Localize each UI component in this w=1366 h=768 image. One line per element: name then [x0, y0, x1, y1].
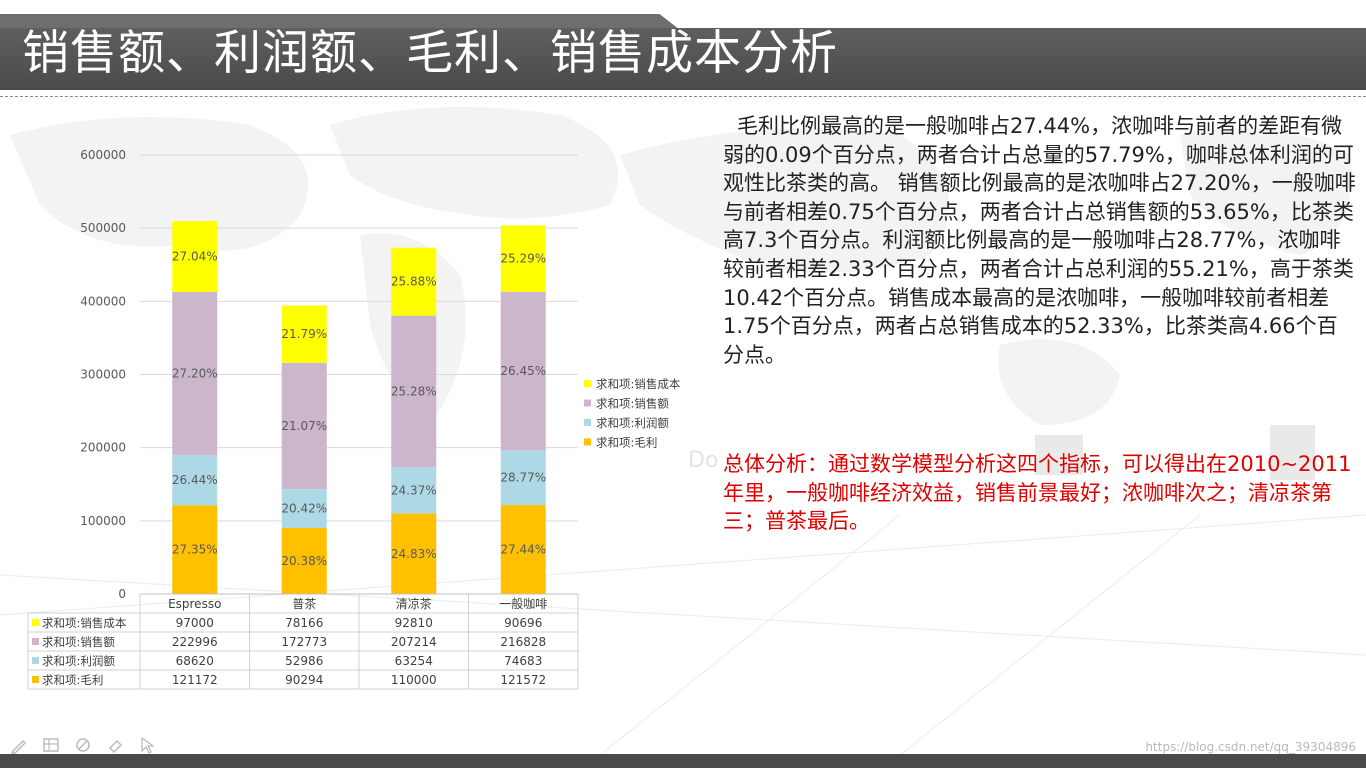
y-tick-label: 600000 — [80, 148, 126, 162]
table-cell: 172773 — [281, 635, 327, 649]
bar-segment — [500, 291, 546, 451]
y-tick-label: 500000 — [80, 221, 126, 235]
summary-paragraph: 总体分析：通过数学模型分析这四个指标，可以得出在2010~2011年里，一般咖啡… — [723, 452, 1352, 534]
data-label: 25.28% — [391, 384, 437, 398]
table-row-label: 求和项:销售额 — [42, 635, 115, 649]
table-row-swatch — [32, 676, 39, 683]
table-cell: 68620 — [176, 654, 214, 668]
bar-segment — [172, 221, 218, 292]
table-cell: 110000 — [391, 673, 437, 687]
data-label: 25.88% — [391, 275, 437, 289]
data-label: 20.42% — [281, 502, 327, 516]
y-tick-label: 400000 — [80, 294, 126, 308]
slide-title: 销售额、利润额、毛利、销售成本分析 — [22, 26, 838, 81]
y-tick-label: 300000 — [80, 368, 126, 382]
table-row-swatch — [32, 638, 39, 645]
table-cell: 90696 — [504, 616, 542, 630]
legend-swatch — [584, 438, 591, 446]
bar-segment — [281, 362, 327, 490]
table-cell: 121172 — [172, 673, 218, 687]
table-cell: 216828 — [500, 635, 546, 649]
legend-label: 求和项:毛利 — [596, 436, 657, 450]
bar-segment — [391, 247, 437, 316]
stacked-bar-chart: 0 100000 200000 300000 400000 500000 600000 27.… — [27, 148, 681, 690]
bar-segment — [500, 505, 546, 594]
title-divider — [0, 96, 1366, 97]
y-tick-label: 200000 — [80, 441, 126, 455]
legend-label: 求和项:利润额 — [596, 416, 669, 430]
table-row-swatch — [32, 657, 39, 664]
legend-swatch — [584, 380, 591, 387]
data-label: 27.35% — [172, 543, 218, 557]
table-row-label: 求和项:利润额 — [42, 654, 115, 668]
table-cell: 74683 — [504, 654, 542, 668]
table-row-label: 求和项:毛利 — [42, 673, 103, 687]
y-tick-label: 0 — [118, 587, 126, 601]
bar-segment — [281, 489, 327, 528]
x-category-label: Espresso — [168, 597, 221, 611]
bar-segment — [281, 527, 327, 594]
x-category-label: 清凉茶 — [396, 596, 432, 611]
marker-icon[interactable] — [72, 734, 94, 756]
data-label: 24.83% — [391, 547, 437, 561]
x-category-label: 一般咖啡 — [499, 596, 547, 611]
eraser-icon[interactable] — [104, 734, 126, 756]
pointer-icon[interactable] — [136, 734, 158, 756]
legend-swatch — [584, 419, 591, 426]
table-cell: 63254 — [395, 654, 433, 668]
table-cell: 97000 — [176, 616, 214, 630]
bar-segment — [172, 505, 218, 594]
analysis-paragraph: 毛利比例最高的是一般咖啡占27.44%，浓咖啡与前者的差距有微弱的0.09个百分… — [723, 114, 1356, 367]
bar-segment — [172, 455, 218, 506]
data-label: 27.44% — [500, 543, 546, 557]
data-label: 24.37% — [391, 483, 437, 497]
bar-segment — [500, 450, 546, 506]
grid-icon[interactable] — [40, 734, 62, 756]
table-cell: 121572 — [500, 673, 546, 687]
pen-icon[interactable] — [8, 734, 30, 756]
bar-segment — [281, 305, 327, 363]
table-cell: 222996 — [172, 635, 218, 649]
bar-segment — [391, 513, 437, 594]
bar-segment — [391, 467, 437, 514]
background-world-map: Do — [0, 107, 1366, 755]
presentation-toolbar — [8, 734, 158, 756]
background-watermark-text: Do — [688, 448, 718, 473]
y-tick-label: 100000 — [80, 514, 126, 528]
bottom-bar — [0, 754, 1366, 768]
table-cell: 52986 — [285, 654, 323, 668]
x-category-label: 普茶 — [292, 596, 316, 611]
legend-label: 求和项:销售额 — [596, 397, 669, 411]
url-watermark: https://blog.csdn.net/qq_39304896 — [1145, 740, 1356, 754]
table-cell: 92810 — [395, 616, 433, 630]
title-bar: 销售额、利润额、毛利、销售成本分析 — [0, 26, 1366, 90]
data-label: 21.79% — [281, 327, 327, 341]
data-label: 26.45% — [500, 364, 546, 378]
legend-label: 求和项:销售成本 — [596, 377, 681, 391]
data-label: 27.20% — [172, 367, 218, 381]
data-label: 20.38% — [281, 554, 327, 568]
data-label: 27.04% — [172, 249, 218, 263]
table-cell: 78166 — [285, 616, 323, 630]
bar-segment — [391, 315, 437, 468]
table-cell: 207214 — [391, 635, 437, 649]
data-label: 21.07% — [281, 419, 327, 433]
table-row-label: 求和项:销售成本 — [42, 616, 127, 630]
data-label: 28.77% — [500, 471, 546, 485]
bar-segment — [172, 291, 218, 456]
title-accent-strip — [0, 14, 680, 30]
legend-swatch — [584, 399, 591, 407]
data-label: 26.44% — [172, 473, 218, 487]
bar-segment — [500, 225, 546, 292]
data-label: 25.29% — [500, 252, 546, 266]
table-cell: 90294 — [285, 673, 323, 687]
table-row-swatch — [32, 619, 39, 626]
